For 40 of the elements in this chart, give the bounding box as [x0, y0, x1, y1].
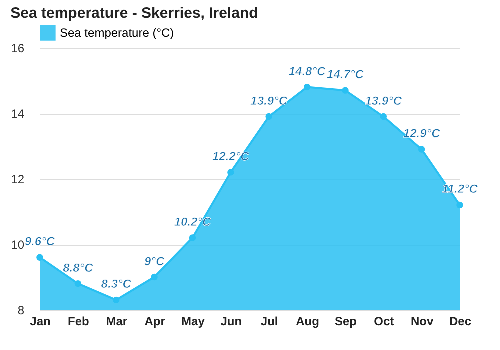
x-tick-label: Jan	[30, 314, 51, 328]
data-label: 13.9°C	[250, 94, 288, 108]
point	[189, 234, 196, 242]
x-tick-label: Mar	[106, 314, 128, 328]
point	[36, 254, 44, 261]
data-label: 8.8°C	[63, 260, 94, 275]
point	[304, 84, 311, 91]
x-tick-label: Sep	[334, 314, 357, 328]
point	[113, 296, 120, 304]
y-tick-label: 14	[11, 107, 25, 121]
data-label: 13.9°C	[365, 94, 402, 108]
x-tick-label: Aug	[296, 314, 320, 328]
data-label: 9°C	[144, 254, 165, 268]
point	[418, 146, 426, 153]
x-tick-label: Nov	[410, 314, 434, 328]
data-label: 12.9°C	[403, 126, 441, 141]
x-tick-label: Jul	[260, 314, 278, 328]
y-tick-label: 10	[11, 238, 25, 252]
x-tick-label: Feb	[68, 314, 90, 328]
chart-title: Sea temperature - Skerries, Ireland	[10, 5, 258, 22]
y-tick-label: 16	[11, 42, 25, 56]
x-tick-label: Apr	[144, 314, 166, 328]
point	[380, 113, 387, 120]
x-tick-label: Oct	[374, 314, 394, 328]
legend-label: Sea temperature (°C)	[60, 26, 174, 40]
data-label: 14.7°C	[327, 68, 364, 82]
point	[266, 113, 272, 120]
data-label: 14.8°C	[288, 64, 326, 78]
point	[74, 280, 82, 288]
data-label: 9.6°C	[24, 234, 56, 249]
point	[342, 87, 349, 94]
x-tick-label: Dec	[449, 314, 472, 328]
y-tick-label: 12	[11, 172, 25, 186]
x-tick-label: May	[182, 314, 206, 328]
point	[228, 169, 234, 176]
x-tick-label: Jun	[220, 314, 242, 328]
data-label: 8.3°C	[101, 277, 132, 292]
point	[456, 202, 464, 209]
point	[151, 274, 158, 281]
y-tick-label: 8	[18, 304, 25, 318]
